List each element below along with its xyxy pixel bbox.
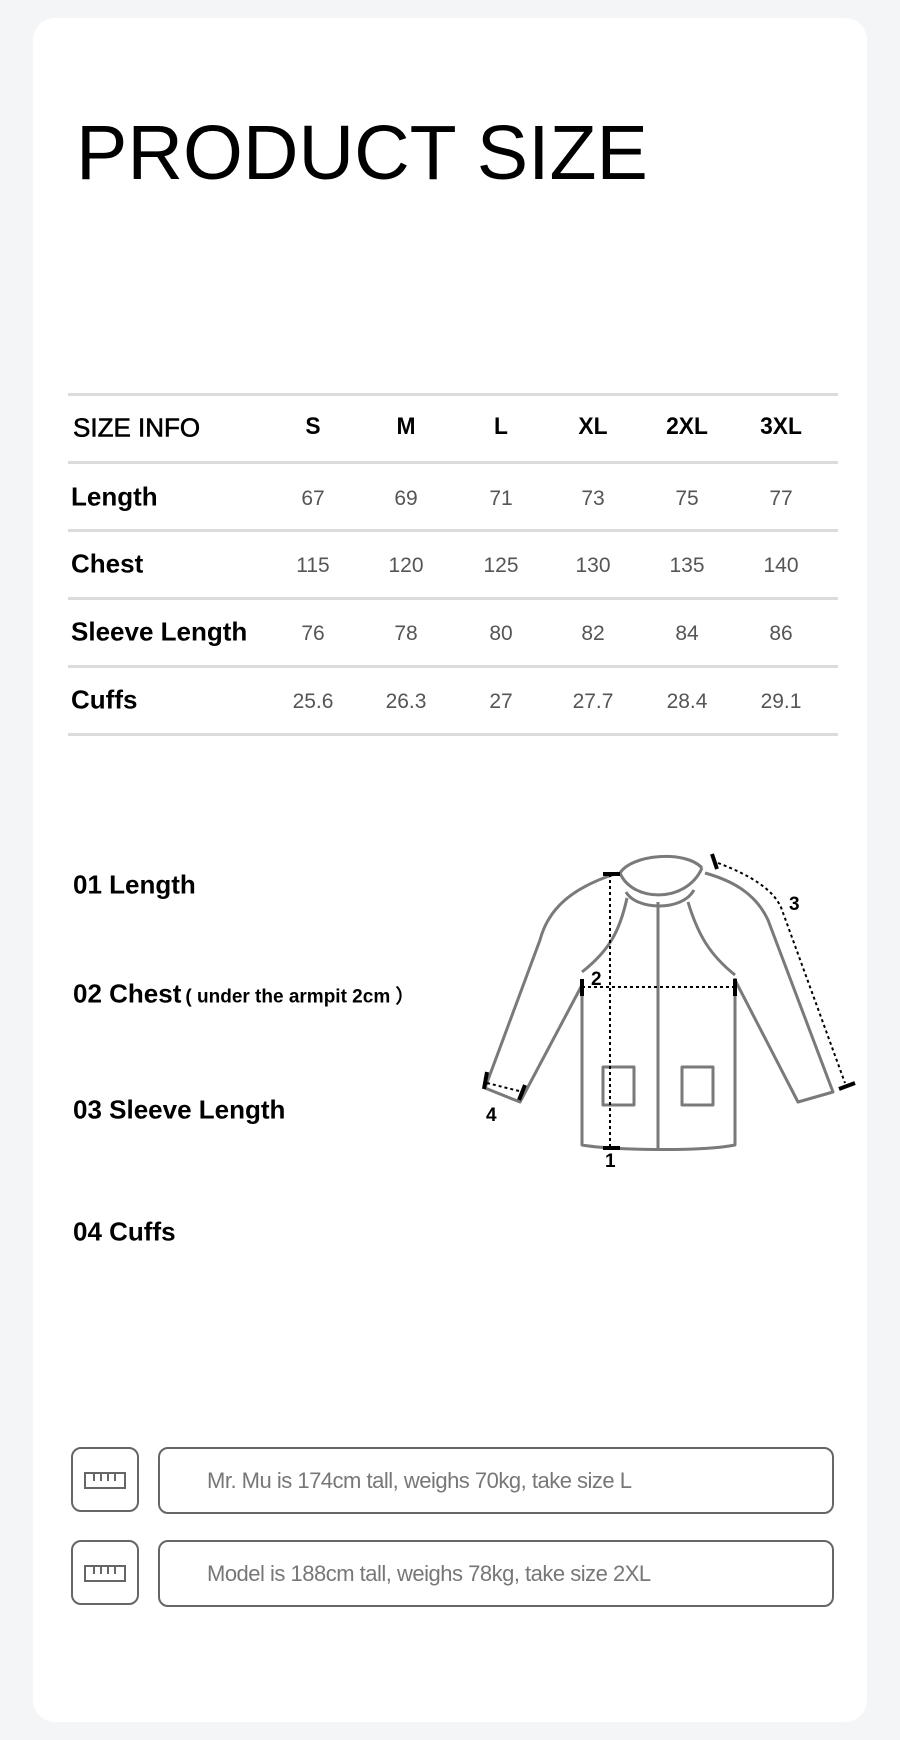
table-cell: 115: [296, 554, 330, 577]
table-cell: 28.4: [666, 690, 708, 713]
measure-label-text: 01 Length: [73, 869, 196, 900]
ruler-icon: [84, 1564, 126, 1582]
size-header-2xl: 2XL: [666, 413, 708, 440]
table-cell: 69: [394, 487, 418, 510]
table-cell: 130: [575, 554, 611, 577]
table-cell: 26.3: [385, 690, 427, 713]
row-label: Sleeve Length: [71, 616, 248, 647]
table-cell: 71: [489, 487, 513, 510]
measure-label-sleeve: 03 Sleeve Length: [73, 1095, 285, 1126]
size-header-xl: XL: [578, 413, 608, 440]
table-cell: 27.7: [572, 690, 614, 713]
measure-label-text: 04 Cuffs: [73, 1216, 176, 1247]
table-divider: [68, 393, 838, 396]
collar-outline: [618, 854, 704, 874]
table-cell: 140: [763, 554, 799, 577]
table-cell: 75: [675, 487, 699, 510]
marker-4: 4: [486, 1105, 497, 1126]
table-cell: 80: [489, 622, 513, 645]
size-header-3xl: 3XL: [760, 413, 802, 440]
row-label: Chest: [71, 548, 144, 579]
table-cell: 73: [581, 487, 605, 510]
measure-label-length: 01 Length: [73, 870, 196, 901]
measure-label-chest: 02 Chest( under the armpit 2cm ）: [73, 979, 415, 1010]
size-header-s: S: [305, 413, 321, 440]
table-cell: 120: [388, 554, 424, 577]
table-header-label: SIZE INFO: [73, 412, 201, 443]
ruler-icon: [84, 1471, 126, 1489]
ruler-icon-box: [71, 1540, 139, 1605]
table-divider: [68, 597, 838, 600]
table-cell: 77: [769, 487, 793, 510]
marker-2: 2: [591, 969, 602, 990]
table-cell: 78: [394, 622, 418, 645]
table-cell: 27: [489, 690, 513, 713]
row-label: Cuffs: [71, 684, 138, 715]
marker-3: 3: [789, 894, 800, 915]
table-cell: 67: [301, 487, 325, 510]
measure-note: ( under the armpit 2cm ）: [185, 986, 415, 1008]
row-label: Length: [71, 481, 158, 512]
table-cell: 29.1: [760, 690, 802, 713]
size-header-l: L: [494, 413, 508, 440]
size-header-m: M: [396, 413, 416, 440]
model-note-1: Mr. Mu is 174cm tall, weighs 70kg, take …: [158, 1447, 834, 1514]
table-cell: 84: [675, 622, 699, 645]
ruler-icon-box: [71, 1447, 139, 1512]
measure-label-cuffs: 04 Cuffs: [73, 1217, 176, 1248]
model-note-2: Model is 188cm tall, weighs 78kg, take s…: [158, 1540, 834, 1607]
table-cell: 135: [669, 554, 705, 577]
table-divider: [68, 529, 838, 532]
table-cell: 82: [581, 622, 605, 645]
table-cell: 25.6: [292, 690, 334, 713]
table-divider: [68, 733, 838, 736]
jacket-diagram-icon: 2 3 4 1: [482, 853, 856, 1172]
measure-label-text: 03 Sleeve Length: [73, 1094, 286, 1125]
table-cell: 86: [769, 622, 793, 645]
table-divider: [68, 461, 838, 464]
content-card: [33, 18, 867, 1722]
table-cell: 76: [301, 622, 325, 645]
table-cell: 125: [483, 554, 519, 577]
page-title: PRODUCT SIZE: [76, 110, 648, 196]
marker-1: 1: [605, 1151, 616, 1172]
measure-label-text: 02 Chest: [73, 978, 182, 1009]
table-divider: [68, 665, 838, 668]
